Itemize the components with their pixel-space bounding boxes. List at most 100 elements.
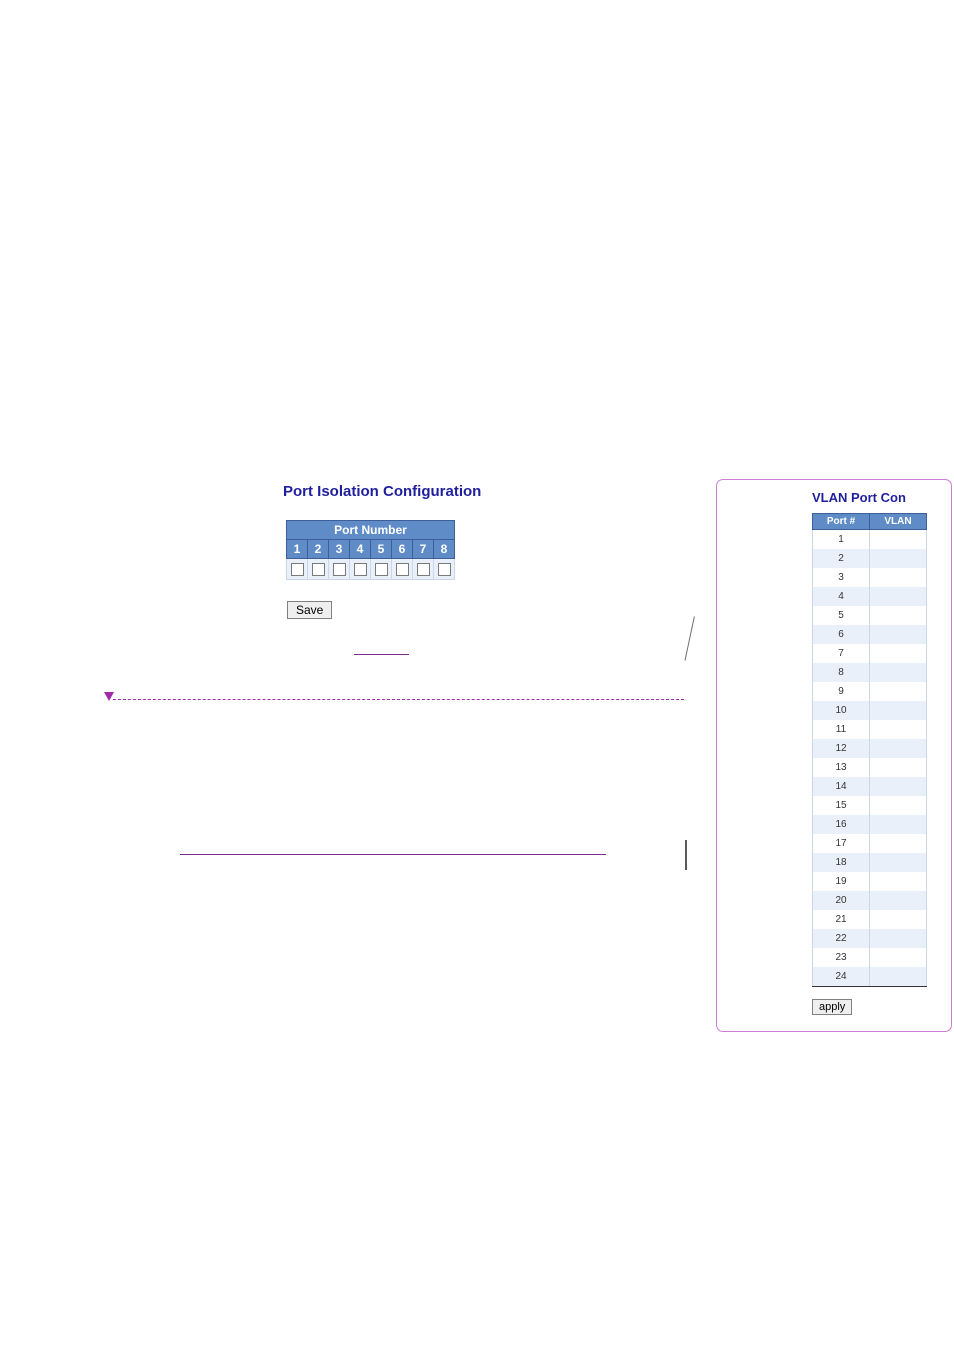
port-checkbox-row (287, 559, 455, 580)
vlan-row: 5 (813, 606, 927, 625)
vlan-port-cell: 6 (813, 625, 870, 644)
port-isolation-table: Port Number 1 2 3 4 5 6 7 8 (286, 520, 455, 580)
vlan-row: 14 (813, 777, 927, 796)
vlan-table: Port # VLAN 1234567891011121314151617181… (812, 513, 927, 987)
vlan-aware-cell (870, 872, 927, 891)
tick-line (685, 840, 687, 870)
vlan-aware-cell (870, 568, 927, 587)
vlan-row: 24 (813, 967, 927, 987)
vlan-aware-cell (870, 587, 927, 606)
vlan-row: 4 (813, 587, 927, 606)
port-checkbox-7[interactable] (417, 563, 430, 576)
port-checkbox-5[interactable] (375, 563, 388, 576)
vlan-aware-cell (870, 967, 927, 987)
vlan-panel: VLAN Port Con Port # VLAN 12345678910111… (716, 479, 952, 1032)
vlan-row: 10 (813, 701, 927, 720)
vlan-port-cell: 11 (813, 720, 870, 739)
port-col-1: 1 (287, 540, 308, 559)
divider-line (180, 854, 606, 855)
port-number-row: 1 2 3 4 5 6 7 8 (287, 540, 455, 559)
vlan-col-vlan: VLAN (870, 514, 927, 530)
callout-diagonal-line (685, 616, 695, 660)
vlan-port-cell: 10 (813, 701, 870, 720)
vlan-aware-cell (870, 644, 927, 663)
port-col-7: 7 (413, 540, 434, 559)
vlan-row: 7 (813, 644, 927, 663)
vlan-row: 23 (813, 948, 927, 967)
vlan-aware-cell (870, 891, 927, 910)
vlan-aware-cell (870, 682, 927, 701)
vlan-row: 12 (813, 739, 927, 758)
vlan-aware-cell (870, 929, 927, 948)
vlan-row: 17 (813, 834, 927, 853)
decorative-line (354, 654, 409, 655)
vlan-aware-cell (870, 549, 927, 568)
vlan-aware-cell (870, 758, 927, 777)
vlan-row: 13 (813, 758, 927, 777)
port-number-header: Port Number (287, 521, 455, 540)
vlan-row: 9 (813, 682, 927, 701)
vlan-aware-cell (870, 739, 927, 758)
port-col-5: 5 (371, 540, 392, 559)
port-checkbox-6[interactable] (396, 563, 409, 576)
vlan-row: 8 (813, 663, 927, 682)
vlan-port-cell: 8 (813, 663, 870, 682)
vlan-col-port: Port # (813, 514, 870, 530)
vlan-row: 2 (813, 549, 927, 568)
vlan-aware-cell (870, 530, 927, 550)
apply-button[interactable]: apply (812, 999, 852, 1015)
port-checkbox-4[interactable] (354, 563, 367, 576)
vlan-port-cell: 13 (813, 758, 870, 777)
vlan-row: 3 (813, 568, 927, 587)
vlan-title: VLAN Port Con (812, 490, 952, 505)
port-col-3: 3 (329, 540, 350, 559)
port-col-8: 8 (434, 540, 455, 559)
vlan-port-cell: 2 (813, 549, 870, 568)
port-checkbox-1[interactable] (291, 563, 304, 576)
vlan-row: 16 (813, 815, 927, 834)
vlan-port-cell: 22 (813, 929, 870, 948)
vlan-aware-cell (870, 720, 927, 739)
vlan-row: 18 (813, 853, 927, 872)
vlan-row: 21 (813, 910, 927, 929)
vlan-port-cell: 20 (813, 891, 870, 910)
vlan-aware-cell (870, 834, 927, 853)
vlan-aware-cell (870, 815, 927, 834)
vlan-port-cell: 1 (813, 530, 870, 550)
vlan-port-cell: 23 (813, 948, 870, 967)
vlan-port-cell: 5 (813, 606, 870, 625)
vlan-row: 11 (813, 720, 927, 739)
vlan-aware-cell (870, 606, 927, 625)
vlan-port-cell: 19 (813, 872, 870, 891)
port-col-4: 4 (350, 540, 371, 559)
vlan-port-cell: 9 (813, 682, 870, 701)
vlan-aware-cell (870, 777, 927, 796)
vlan-row: 15 (813, 796, 927, 815)
vlan-aware-cell (870, 625, 927, 644)
vlan-aware-cell (870, 910, 927, 929)
port-checkbox-8[interactable] (438, 563, 451, 576)
port-col-6: 6 (392, 540, 413, 559)
vlan-aware-cell (870, 853, 927, 872)
vlan-port-cell: 24 (813, 967, 870, 987)
vlan-port-cell: 17 (813, 834, 870, 853)
save-button[interactable]: Save (287, 601, 332, 619)
vlan-row: 22 (813, 929, 927, 948)
port-checkbox-2[interactable] (312, 563, 325, 576)
port-col-2: 2 (308, 540, 329, 559)
vlan-aware-cell (870, 663, 927, 682)
vlan-port-cell: 4 (813, 587, 870, 606)
vlan-port-cell: 12 (813, 739, 870, 758)
port-checkbox-3[interactable] (333, 563, 346, 576)
vlan-port-cell: 3 (813, 568, 870, 587)
vlan-aware-cell (870, 948, 927, 967)
vlan-row: 19 (813, 872, 927, 891)
vlan-port-cell: 15 (813, 796, 870, 815)
vlan-port-cell: 16 (813, 815, 870, 834)
vlan-row: 6 (813, 625, 927, 644)
vlan-aware-cell (870, 701, 927, 720)
vlan-port-cell: 14 (813, 777, 870, 796)
dotted-connector-line (113, 699, 684, 700)
vlan-row: 1 (813, 530, 927, 550)
vlan-port-cell: 18 (813, 853, 870, 872)
